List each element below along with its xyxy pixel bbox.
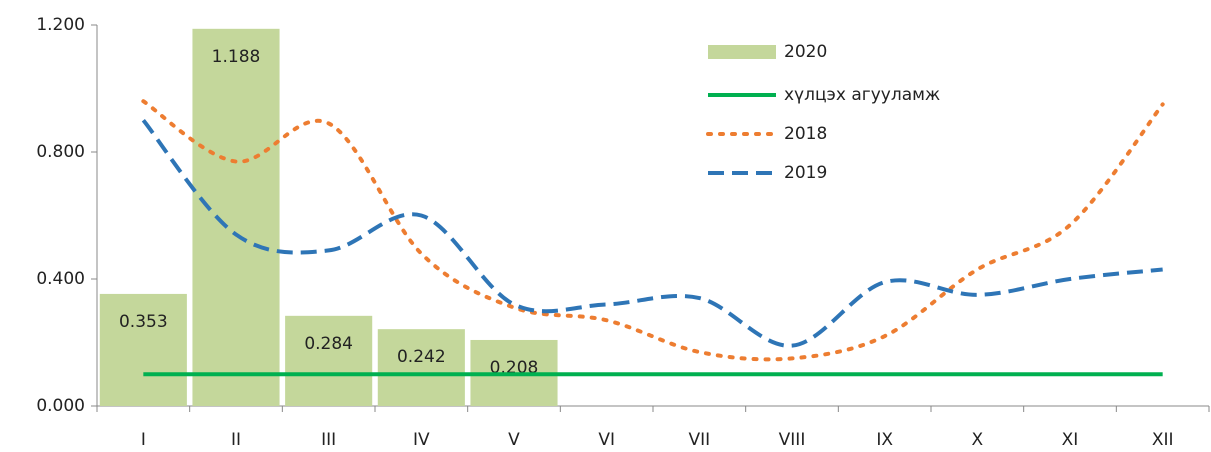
x-tick-label: III	[321, 430, 336, 448]
x-tick-label: X	[972, 430, 984, 448]
legend-label: 2018	[784, 124, 827, 144]
x-tick-label: VI	[598, 430, 615, 448]
y-tick-label: 0.400	[36, 269, 85, 289]
bar-label: 1.188	[212, 47, 261, 67]
bar	[377, 329, 465, 406]
bar-label: 0.242	[397, 347, 446, 367]
x-tick-label: I	[141, 430, 146, 448]
line-series	[141, 118, 1163, 348]
bar	[285, 315, 373, 406]
x-tick-label: V	[508, 430, 520, 448]
bar	[192, 28, 280, 407]
bar	[99, 293, 187, 406]
x-tick-label: II	[231, 430, 241, 448]
y-tick-label: 0.000	[36, 396, 85, 416]
x-tick-label: XI	[1062, 430, 1079, 448]
legend-label: 2020	[784, 42, 827, 62]
y-tick-label: 0.800	[36, 142, 85, 162]
bar-label: 0.284	[304, 334, 353, 354]
bar-label: 0.353	[119, 312, 168, 332]
line-series	[141, 99, 1165, 362]
x-tick-label: VIII	[779, 430, 806, 448]
x-tick-label: IV	[413, 430, 430, 448]
legend-label: 2019	[784, 163, 827, 183]
legend-swatch	[708, 45, 776, 59]
y-tick-label: 1.200	[36, 15, 85, 35]
x-tick-label: VII	[688, 430, 710, 448]
legend-label: хүлцэх агууламж	[784, 85, 940, 105]
x-tick-label: IX	[876, 430, 893, 448]
x-tick-label: XII	[1152, 430, 1174, 448]
